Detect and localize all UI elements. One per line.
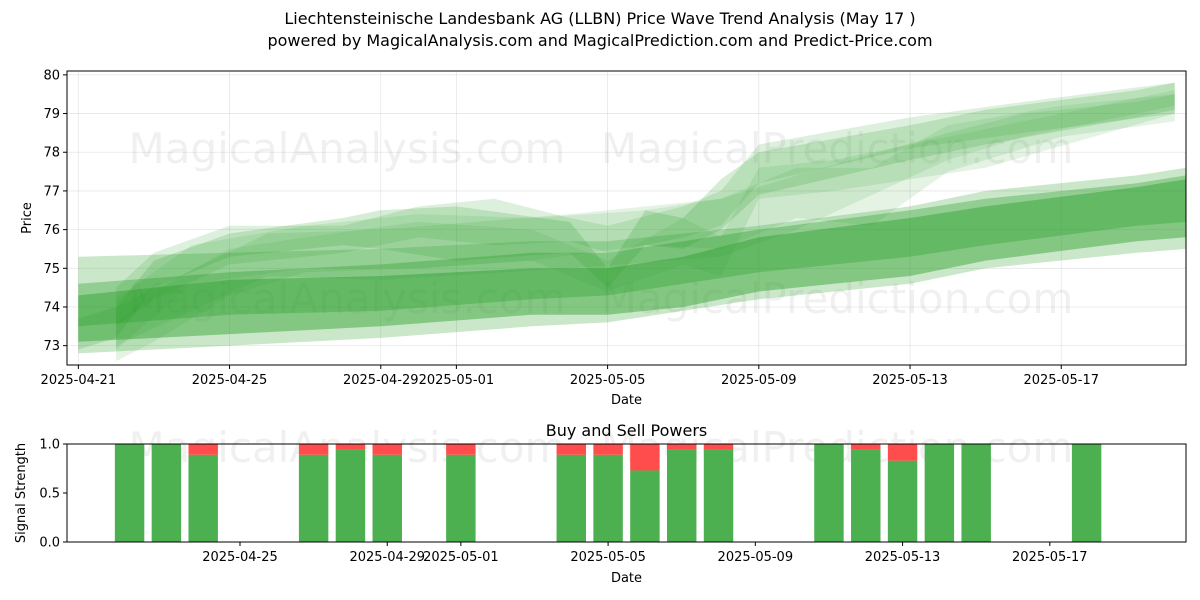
price-wave-band-1 xyxy=(78,167,1186,354)
buy-power-bar xyxy=(298,454,329,542)
price-wave-band-0 xyxy=(78,179,1186,342)
powers-y-tick-label: 0.0 xyxy=(39,536,60,551)
watermark-analysis: MagicalAnalysis.com xyxy=(129,124,566,173)
price-y-tick-label: 77 xyxy=(43,184,60,199)
price-x-tick-label: 2025-04-25 xyxy=(192,373,268,388)
buy-power-bar xyxy=(446,454,476,542)
price-y-tick-label: 78 xyxy=(43,146,60,161)
price-y-axis-label: Price xyxy=(20,202,35,234)
price-wave-band-6 xyxy=(116,90,1175,362)
price-x-tick-label: 2025-04-29 xyxy=(343,373,419,388)
buy-power-bar xyxy=(666,449,697,542)
buy-power-bar xyxy=(372,454,402,542)
powers-x-tick-label: 2025-04-25 xyxy=(202,550,278,565)
sell-power-bar xyxy=(446,444,476,455)
buy-power-bar xyxy=(924,444,955,542)
price-wave-band-4 xyxy=(116,82,1175,327)
sell-power-bar xyxy=(630,444,660,471)
buy-power-bar xyxy=(814,444,844,542)
sell-power-bar xyxy=(372,444,402,455)
price-x-tick-label: 2025-04-21 xyxy=(41,373,117,388)
powers-y-tick-label: 1.0 xyxy=(39,438,60,453)
watermark-prediction: MagicalPrediction.com xyxy=(601,274,1074,323)
buy-power-bar xyxy=(703,449,734,542)
price-wave-band-5 xyxy=(116,94,1175,350)
sell-power-bar xyxy=(666,444,697,450)
figure-subtitle: powered by MagicalAnalysis.com and Magic… xyxy=(267,31,933,50)
buy-power-bar xyxy=(630,470,660,542)
sell-power-bar xyxy=(593,444,623,455)
sell-power-bar xyxy=(703,444,734,450)
sell-power-bar xyxy=(887,444,918,461)
powers-x-tick-label: 2025-05-13 xyxy=(865,550,941,565)
buy-power-bar xyxy=(961,444,991,542)
buy-power-bar xyxy=(851,449,881,542)
price-wave-band-7 xyxy=(116,94,1175,346)
powers-title: Buy and Sell Powers xyxy=(546,421,708,440)
powers-x-tick-label: 2025-05-05 xyxy=(570,550,646,565)
price-x-tick-label: 2025-05-13 xyxy=(872,373,948,388)
sell-power-bar xyxy=(556,444,587,455)
buy-power-bar xyxy=(114,444,145,542)
buy-power-bar xyxy=(556,454,587,542)
price-wave-band-3 xyxy=(78,82,1175,350)
sell-power-bar xyxy=(851,444,881,450)
powers-x-axis-label: Date xyxy=(611,571,642,586)
watermark-prediction: MagicalPrediction.com xyxy=(601,124,1074,173)
price-y-tick-label: 80 xyxy=(43,68,60,83)
powers-x-tick-label: 2025-04-29 xyxy=(349,550,425,565)
buy-power-bar xyxy=(151,444,182,542)
price-x-tick-label: 2025-05-05 xyxy=(570,373,646,388)
price-wave-band-2 xyxy=(78,175,1186,327)
price-x-tick-label: 2025-05-01 xyxy=(419,373,495,388)
sell-power-bar xyxy=(188,444,218,455)
buy-power-bar xyxy=(887,460,918,542)
buy-power-bar xyxy=(593,454,623,542)
price-y-tick-label: 76 xyxy=(43,223,60,238)
powers-x-tick-label: 2025-05-17 xyxy=(1012,550,1088,565)
price-axes-frame xyxy=(66,70,1187,366)
sell-power-bar xyxy=(335,444,366,450)
price-y-tick-label: 74 xyxy=(43,300,60,315)
price-y-tick-label: 75 xyxy=(43,262,60,277)
powers-y-tick-label: 0.5 xyxy=(39,487,60,502)
buy-power-bar xyxy=(188,454,218,542)
buy-power-bar xyxy=(1071,444,1102,542)
powers-y-axis-label: Signal Strength xyxy=(14,443,29,543)
buy-power-bar xyxy=(335,449,366,542)
price-x-axis-label: Date xyxy=(611,393,642,408)
figure-title: Liechtensteinische Landesbank AG (LLBN) … xyxy=(284,9,916,28)
price-y-tick-label: 73 xyxy=(43,339,60,354)
powers-x-tick-label: 2025-05-09 xyxy=(718,550,794,565)
sell-power-bar xyxy=(298,444,329,455)
price-x-tick-label: 2025-05-09 xyxy=(721,373,797,388)
price-y-tick-label: 79 xyxy=(43,107,60,122)
powers-x-tick-label: 2025-05-01 xyxy=(423,550,499,565)
watermark-analysis: MagicalAnalysis.com xyxy=(129,274,566,323)
price-x-tick-label: 2025-05-17 xyxy=(1023,373,1099,388)
